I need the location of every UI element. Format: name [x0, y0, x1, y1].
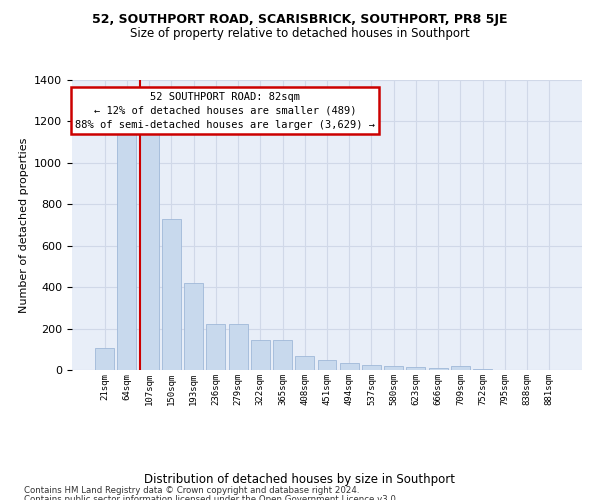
Bar	[384, 366, 403, 370]
Text: 52, SOUTHPORT ROAD, SCARISBRICK, SOUTHPORT, PR8 5JE: 52, SOUTHPORT ROAD, SCARISBRICK, SOUTHPO…	[92, 12, 508, 26]
Text: Size of property relative to detached houses in Southport: Size of property relative to detached ho…	[130, 28, 470, 40]
Bar	[118, 130, 136, 370]
Text: Distribution of detached houses by size in Southport: Distribution of detached houses by size …	[145, 472, 455, 486]
Bar	[184, 283, 203, 370]
Bar	[251, 340, 270, 370]
Bar	[295, 356, 314, 370]
Bar	[229, 324, 248, 370]
Bar	[273, 340, 292, 370]
Bar	[95, 348, 114, 370]
Text: Contains HM Land Registry data © Crown copyright and database right 2024.: Contains HM Land Registry data © Crown c…	[24, 486, 359, 495]
Bar	[429, 368, 448, 370]
Bar	[473, 369, 492, 370]
Bar	[162, 219, 181, 370]
Text: 52 SOUTHPORT ROAD: 82sqm
← 12% of detached houses are smaller (489)
88% of semi-: 52 SOUTHPORT ROAD: 82sqm ← 12% of detach…	[75, 92, 375, 130]
Bar	[406, 367, 425, 370]
Bar	[140, 130, 158, 370]
Bar	[362, 365, 381, 370]
Y-axis label: Number of detached properties: Number of detached properties	[19, 138, 29, 312]
Bar	[317, 360, 337, 370]
Text: Contains public sector information licensed under the Open Government Licence v3: Contains public sector information licen…	[24, 495, 398, 500]
Bar	[451, 366, 470, 370]
Bar	[340, 364, 359, 370]
Bar	[206, 324, 225, 370]
